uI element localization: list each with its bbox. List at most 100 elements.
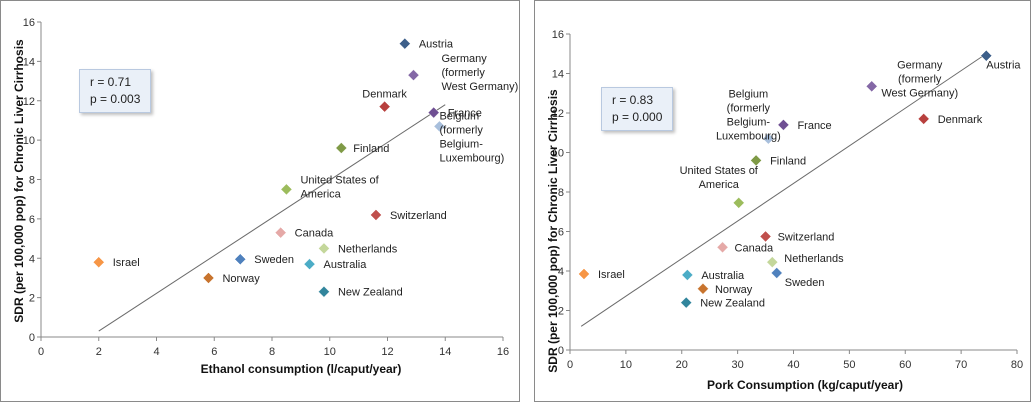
point-label: Denmark — [362, 89, 407, 101]
point-label: Sweden — [254, 254, 294, 266]
pork-scatter-chart: 0 2 4 6 8 10 12 14 16 0 10 20 30 40 50 60 70 80 Austria Ger… — [546, 29, 1023, 392]
x-tick-label: 80 — [1011, 359, 1023, 371]
r-value: r = 0.71 — [90, 75, 132, 89]
data-point — [92, 256, 105, 269]
data-point — [766, 256, 779, 268]
x-tick-label: 0 — [38, 346, 44, 358]
x-tick-label: 10 — [324, 346, 336, 358]
p-value: p = 0.003 — [90, 92, 141, 106]
data-point — [318, 285, 330, 298]
y-tick-label: 10 — [552, 148, 564, 160]
point-label: United States of America — [300, 174, 379, 200]
r-value: r = 0.83 — [612, 93, 654, 107]
y-tick-label: 16 — [23, 17, 35, 29]
x-tick-label: 50 — [843, 359, 855, 371]
x-tick-label: 8 — [269, 346, 275, 358]
data-point — [398, 37, 411, 50]
data-point — [770, 267, 783, 279]
point-label: Sweden — [785, 277, 825, 289]
point-label: Netherlands — [784, 253, 844, 265]
y-tick-label: 0 — [29, 332, 35, 344]
y-tick-label: 2 — [29, 293, 35, 305]
y-tick-label: 2 — [558, 306, 564, 318]
point-label: Netherlands — [338, 243, 398, 255]
x-tick-label: 4 — [153, 346, 159, 358]
y-tick-label: 14 — [23, 56, 35, 68]
y-tick-label: 12 — [23, 96, 35, 108]
data-point — [318, 242, 330, 255]
x-tick-label: 60 — [899, 359, 911, 371]
data-point — [762, 132, 775, 145]
data-point — [578, 268, 590, 280]
x-tick-label: 16 — [497, 346, 509, 358]
data-point — [335, 142, 348, 154]
data-point — [378, 100, 391, 113]
y-tick-label: 8 — [29, 175, 35, 187]
data-point — [697, 282, 709, 295]
x-tick-label: 70 — [955, 359, 967, 371]
correlation-stats-box: r = 0.83 p = 0.000 — [601, 87, 674, 131]
data-point — [980, 49, 993, 62]
point-label: Norway — [222, 273, 260, 285]
point-label: Canada — [295, 228, 334, 240]
data-point — [427, 106, 440, 119]
trend-line — [98, 104, 446, 332]
data-point — [777, 118, 790, 131]
x-axis-title: Ethanol consumption (l/caput/year) — [201, 362, 402, 376]
x-tick-label: 30 — [732, 359, 744, 371]
x-tick-label: 10 — [620, 359, 632, 371]
point-label: Israel — [113, 257, 140, 269]
left-chart-panel: 0 2 4 6 8 10 12 14 16 0 2 4 6 8 10 12 14 16 Austria Germany… — [0, 0, 520, 402]
point-label: France — [797, 120, 831, 132]
data-point — [274, 226, 287, 239]
data-point — [680, 296, 693, 309]
point-label: Canada — [735, 242, 774, 254]
x-tick-label: 40 — [787, 359, 799, 371]
data-point — [280, 183, 293, 196]
p-value: p = 0.000 — [612, 110, 663, 124]
right-chart-panel: 0 2 4 6 8 10 12 14 16 0 10 20 30 40 50 60 70 80 Austria Ger… — [534, 0, 1031, 402]
point-label: Belgium (formerly Belgium-Luxembourg) — [439, 110, 504, 164]
data-point — [750, 154, 762, 167]
point-label: Australia — [701, 270, 745, 282]
point-label: Germany (formerly West Germany) — [441, 53, 518, 93]
point-label: Switzerland — [778, 231, 835, 243]
data-point — [370, 209, 382, 221]
y-tick-label: 4 — [558, 266, 564, 278]
data-point — [865, 80, 878, 93]
point-label: Denmark — [938, 114, 983, 126]
y-axis-title: SDR (per 100,000 pop) for Chronic Liver … — [12, 39, 26, 323]
data-point — [716, 241, 729, 254]
point-label: Austria — [986, 60, 1021, 72]
x-tick-label: 2 — [96, 346, 102, 358]
point-label: New Zealand — [338, 287, 403, 299]
y-tick-label: 12 — [552, 108, 564, 120]
trend-line — [580, 53, 987, 327]
y-tick-label: 10 — [23, 135, 35, 147]
point-label: Israel — [598, 269, 625, 281]
ethanol-scatter-chart: 0 2 4 6 8 10 12 14 16 0 2 4 6 8 10 12 14 16 Austria Germany… — [12, 17, 518, 376]
data-point — [202, 272, 215, 284]
data-point — [433, 120, 446, 133]
point-label: New Zealand — [700, 298, 765, 310]
point-label: Australia — [324, 259, 368, 271]
point-label: Norway — [715, 284, 753, 296]
point-label: Switzerland — [390, 210, 447, 222]
x-tick-label: 0 — [567, 359, 573, 371]
data-point — [732, 197, 745, 209]
y-axis-title: SDR (per 100,000 pop) for Chronic Liver … — [546, 89, 560, 373]
y-tick-label: 6 — [558, 227, 564, 239]
x-tick-label: 12 — [381, 346, 393, 358]
data-point — [234, 253, 247, 266]
data-point — [917, 113, 930, 125]
point-label: Finland — [770, 155, 806, 167]
y-tick-label: 16 — [552, 29, 564, 41]
point-label: Austria — [419, 39, 454, 51]
data-point — [759, 230, 772, 243]
y-tick-label: 6 — [29, 214, 35, 226]
data-point — [407, 69, 420, 82]
data-point — [303, 258, 316, 271]
point-label: United States of America — [680, 165, 759, 191]
x-tick-label: 20 — [676, 359, 688, 371]
data-point — [681, 269, 694, 281]
